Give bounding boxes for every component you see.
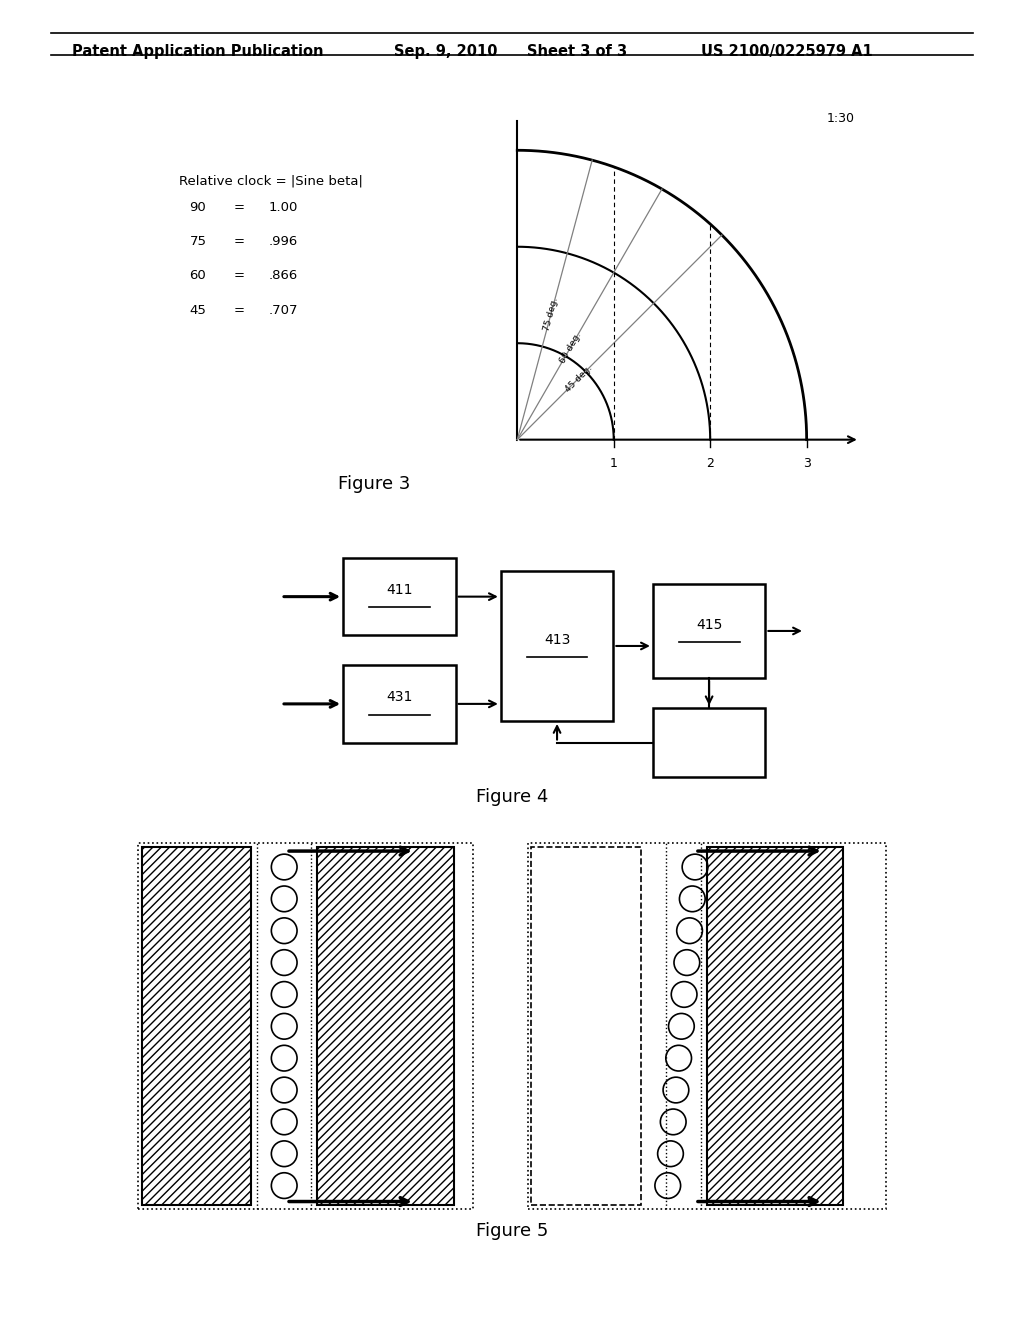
Bar xyxy=(343,558,456,635)
Text: Figure 5: Figure 5 xyxy=(476,1222,548,1241)
Text: 45 deg.: 45 deg. xyxy=(563,363,594,393)
Text: 60: 60 xyxy=(189,269,206,282)
Bar xyxy=(138,843,473,1209)
Text: =: = xyxy=(233,235,245,248)
Text: Sheet 3 of 3: Sheet 3 of 3 xyxy=(527,44,628,58)
Text: 411: 411 xyxy=(386,583,413,597)
Text: 45: 45 xyxy=(189,304,206,317)
Text: 1: 1 xyxy=(610,457,617,470)
Bar xyxy=(527,843,886,1209)
Text: 2: 2 xyxy=(707,457,714,470)
Text: =: = xyxy=(233,304,245,317)
Text: Figure 4: Figure 4 xyxy=(476,788,548,807)
Bar xyxy=(501,570,613,721)
Text: 75: 75 xyxy=(189,235,207,248)
Text: 75 deg.: 75 deg. xyxy=(542,296,560,331)
Text: .707: .707 xyxy=(268,304,298,317)
Text: 3: 3 xyxy=(803,457,811,470)
Text: Sep. 9, 2010: Sep. 9, 2010 xyxy=(394,44,498,58)
Text: 60 deg.: 60 deg. xyxy=(558,330,583,364)
Text: 1.00: 1.00 xyxy=(268,201,298,214)
Bar xyxy=(653,583,766,678)
Text: Figure 3: Figure 3 xyxy=(338,475,410,494)
Text: =: = xyxy=(233,201,245,214)
Text: =: = xyxy=(233,269,245,282)
Bar xyxy=(653,708,766,776)
Text: 415: 415 xyxy=(696,618,722,631)
Text: Relative clock = |Sine beta|: Relative clock = |Sine beta| xyxy=(179,174,364,187)
Bar xyxy=(343,665,456,742)
Bar xyxy=(531,847,640,1205)
Bar xyxy=(707,847,843,1205)
Text: 413: 413 xyxy=(544,632,570,647)
Text: Patent Application Publication: Patent Application Publication xyxy=(72,44,324,58)
Text: 1:30: 1:30 xyxy=(827,112,855,124)
Text: 431: 431 xyxy=(386,690,413,705)
Text: US 2100/0225979 A1: US 2100/0225979 A1 xyxy=(701,44,873,58)
Bar xyxy=(142,847,251,1205)
Text: .866: .866 xyxy=(268,269,298,282)
Text: 90: 90 xyxy=(189,201,206,214)
Text: .996: .996 xyxy=(268,235,298,248)
Bar xyxy=(317,847,454,1205)
